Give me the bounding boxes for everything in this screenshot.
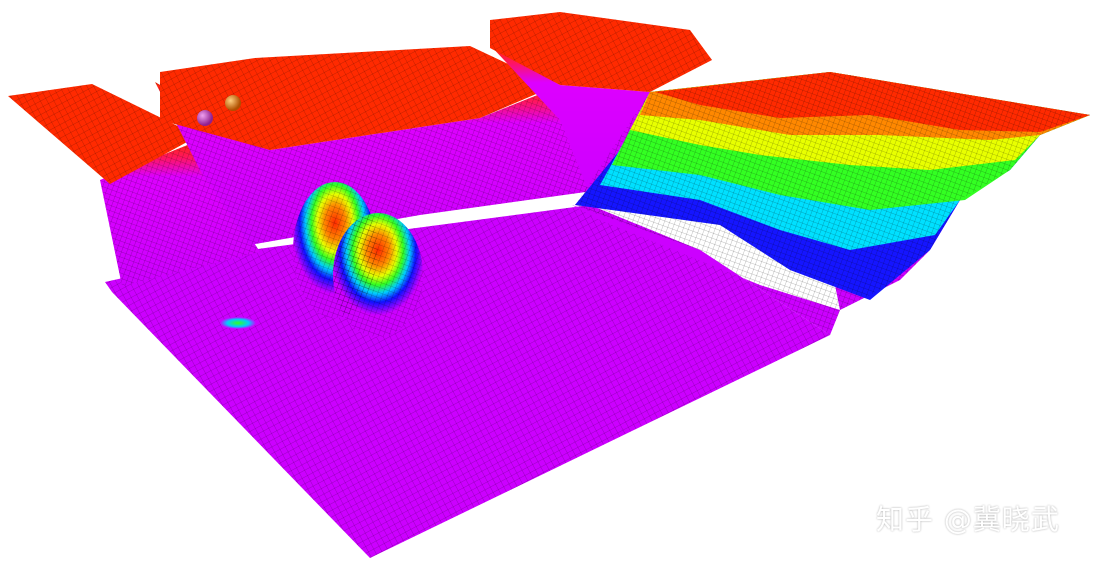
central-plateau: [155, 46, 600, 245]
orange-sphere-marker: [225, 95, 241, 111]
left-ridge: [8, 84, 260, 286]
purple-sphere-marker: [197, 110, 213, 126]
floor: [105, 205, 830, 558]
right-terrain: [572, 72, 1090, 335]
gaussian-bumps: [220, 182, 423, 337]
watermark: 知乎 @冀晓武: [876, 503, 1060, 536]
small-bump: [220, 317, 256, 329]
